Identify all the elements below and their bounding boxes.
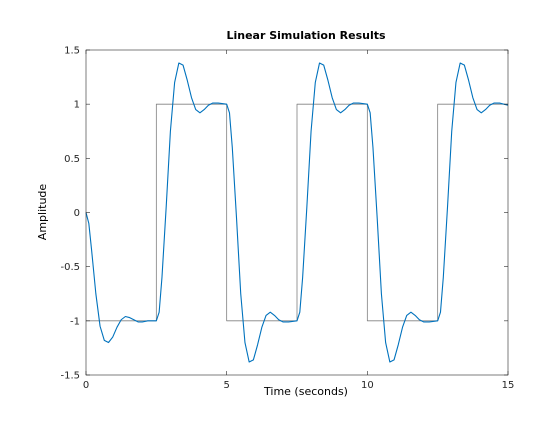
y-axis-label: Amplitude (36, 184, 49, 241)
chart-title: Linear Simulation Results (226, 29, 386, 42)
x-tick-label: 0 (83, 380, 89, 391)
x-axis-label: Time (seconds) (263, 385, 348, 398)
y-tick-label: 1 (74, 100, 80, 111)
response-series-line (85, 62, 509, 363)
x-tick-label: 15 (502, 380, 515, 391)
input-series-line (86, 103, 508, 322)
y-tick-label: -0.5 (60, 262, 80, 273)
y-tick-label: 0.5 (64, 154, 80, 165)
axes: 0 5 10 15 -1.5 -1 -0.5 0 0.5 1 1.5 (60, 46, 514, 392)
tick-layer: 0 5 10 15 -1.5 -1 -0.5 0 0.5 1 1.5 (60, 46, 514, 392)
series-layer (85, 62, 509, 363)
x-tick-label: 10 (361, 380, 374, 391)
y-tick-label: -1.5 (60, 371, 80, 382)
x-tick-label: 5 (223, 380, 229, 391)
y-tick-label: 1.5 (64, 46, 80, 57)
y-tick-label: 0 (74, 208, 80, 219)
y-tick-label: -1 (70, 316, 80, 327)
